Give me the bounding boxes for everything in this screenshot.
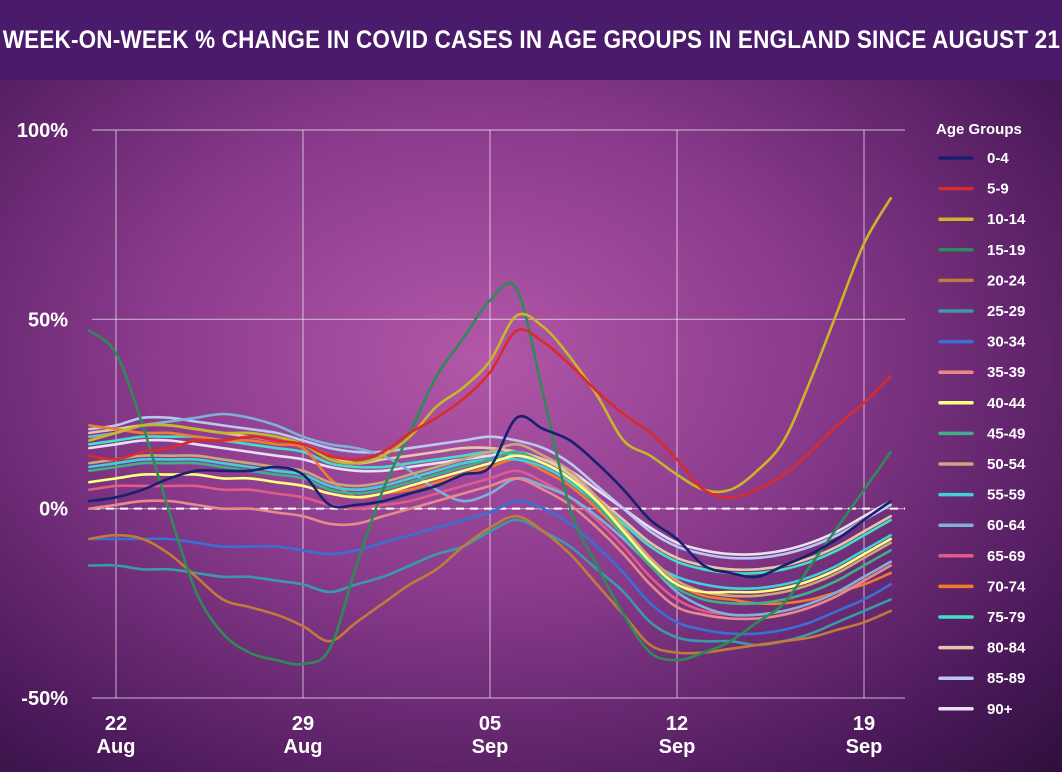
legend-label: 80-84	[987, 640, 1026, 657]
x-tick-month-0: Aug	[97, 736, 136, 758]
legend-item-85-89: 85-89	[938, 670, 1025, 687]
legend-label: 30-34	[987, 334, 1026, 351]
series-line-0-4	[88, 415, 892, 579]
series-line-5-9	[88, 328, 892, 499]
legend: Age Groups 0-4 5-9 10-14 15-19 20-24 25-29 30-3…	[936, 121, 1026, 718]
line-chart: 100%50%0%-50% 22Aug29Aug05Sep12Sep19Sep …	[17, 120, 1026, 758]
legend-label: 45-49	[987, 425, 1025, 442]
legend-item-50-54: 50-54	[938, 456, 1026, 473]
x-tick-day-1: 29	[292, 713, 314, 735]
legend-item-10-14: 10-14	[938, 211, 1026, 228]
series-line-10-14	[88, 196, 892, 494]
y-tick-label-1: 50%	[28, 309, 68, 331]
series-line-45-49	[88, 450, 892, 606]
legend-title: Age Groups	[936, 121, 1022, 138]
legend-label: 10-14	[987, 211, 1026, 228]
legend-label: 55-59	[987, 487, 1025, 504]
legend-item-75-79: 75-79	[938, 609, 1025, 626]
legend-item-25-29: 25-29	[938, 303, 1025, 320]
x-tick-day-3: 12	[666, 713, 688, 735]
y-tick-label-3: -50%	[21, 688, 68, 710]
series-line-85-89	[88, 415, 892, 560]
legend-item-60-64: 60-64	[938, 517, 1026, 534]
legend-label: 70-74	[987, 578, 1026, 595]
legend-label: 20-24	[987, 272, 1026, 289]
series-line-50-54	[88, 442, 892, 598]
legend-item-0-4: 0-4	[938, 150, 1009, 167]
series-line-20-24	[88, 514, 892, 655]
y-tick-label-2: 0%	[39, 499, 68, 521]
legend-item-15-19: 15-19	[938, 242, 1025, 259]
legend-item-80-84: 80-84	[938, 640, 1026, 657]
legend-label: 40-44	[987, 395, 1026, 412]
legend-item-35-39: 35-39	[938, 364, 1025, 381]
series-line-15-19	[88, 281, 892, 666]
x-tick-month-4: Sep	[846, 736, 883, 758]
chart-area: 100% 50% 0% -50% 22 Aug 29 Aug 05 Sep 12 Sep 19 Sep …	[0, 80, 1062, 772]
series-line-90plus	[88, 438, 892, 556]
series-line-35-39	[88, 477, 892, 621]
legend-label: 50-54	[987, 456, 1026, 473]
legend-label: 85-89	[987, 670, 1025, 687]
legend-label: 60-64	[987, 517, 1026, 534]
legend-label: 90+	[987, 701, 1013, 718]
y-axis: 100% 50% 0% -50%	[17, 120, 68, 710]
legend-label: 0-4	[987, 150, 1009, 167]
legend-item-55-59: 55-59	[938, 487, 1025, 504]
x-tick-day-2: 05	[479, 713, 501, 735]
legend-item-90plus: 90+	[938, 701, 1013, 718]
legend-item-5-9: 5-9	[938, 181, 1009, 198]
series-lines	[88, 196, 892, 666]
legend-label: 65-69	[987, 548, 1025, 565]
series-line-40-44	[88, 454, 892, 594]
x-tick-month-2: Sep	[472, 736, 509, 758]
chart-title: WEEK-ON-WEEK % CHANGE IN COVID CASES IN …	[2, 25, 1060, 54]
series-line-30-34	[88, 499, 892, 636]
title-bar: WEEK-ON-WEEK % CHANGE IN COVID CASES IN …	[0, 0, 1062, 80]
legend-item-65-69: 65-69	[938, 548, 1025, 565]
legend-item-70-74: 70-74	[938, 578, 1026, 595]
legend-label: 75-79	[987, 609, 1025, 626]
legend-item-45-49: 45-49	[938, 425, 1025, 442]
legend-label: 15-19	[987, 242, 1025, 259]
x-tick-month-3: Sep	[659, 736, 696, 758]
x-tick-month-1: Aug	[284, 736, 323, 758]
legend-label: 35-39	[987, 364, 1025, 381]
x-tick-day-4: 19	[853, 713, 875, 735]
series-line-60-64	[88, 412, 892, 617]
legend-label: 25-29	[987, 303, 1025, 320]
legend-item-40-44: 40-44	[938, 395, 1026, 412]
x-tick-day-0: 22	[105, 713, 127, 735]
y-tick-label-0: 100%	[17, 120, 68, 142]
legend-item-20-24: 20-24	[938, 272, 1026, 289]
legend-item-30-34: 30-34	[938, 334, 1026, 351]
legend-label: 5-9	[987, 181, 1009, 198]
